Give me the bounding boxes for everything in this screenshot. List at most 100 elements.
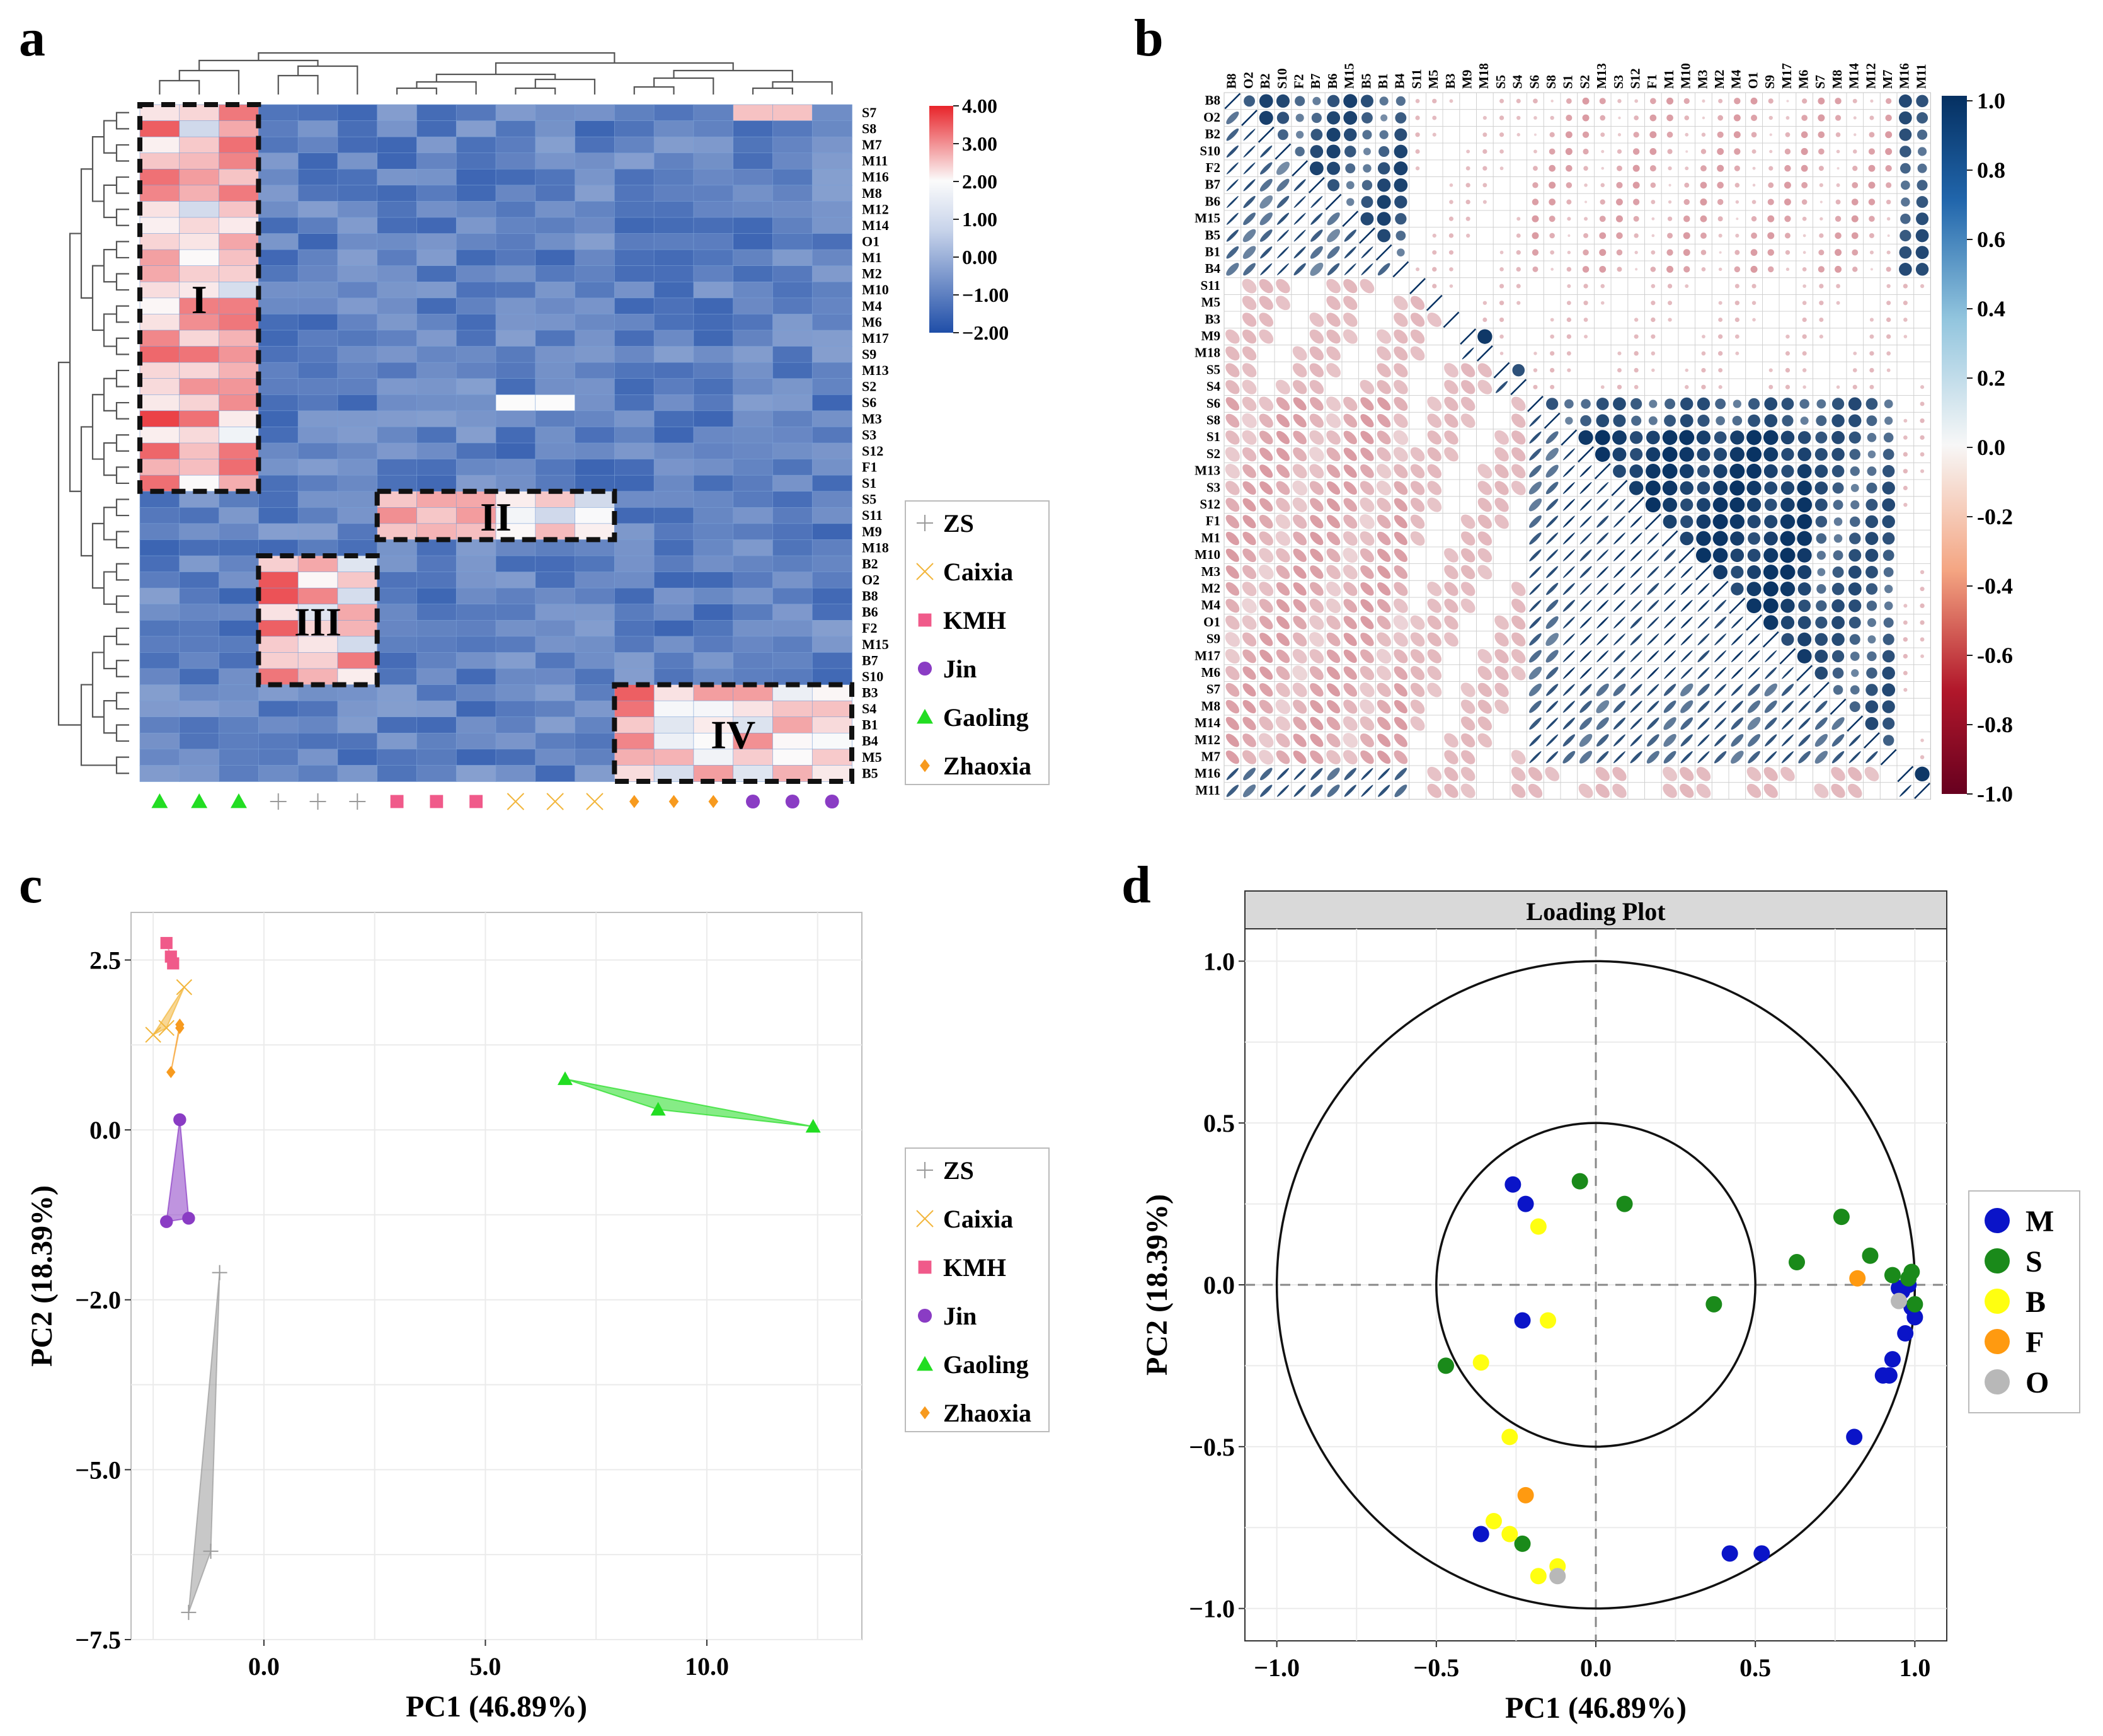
corr-ellipse <box>1427 430 1441 445</box>
corr-circle <box>1549 216 1556 222</box>
row-variable-label: M18 <box>1195 345 1220 360</box>
colorbar-tick-label: 3.00 <box>962 132 997 155</box>
dendro-link <box>80 426 93 557</box>
heat-cell <box>653 572 694 589</box>
corr-ellipse <box>1697 616 1710 629</box>
corr-ellipse <box>1579 667 1592 679</box>
heat-cell <box>179 427 220 444</box>
corr-ellipse <box>1511 582 1526 596</box>
corr-ellipse <box>1831 717 1845 730</box>
column-variable-label: O2 <box>1241 72 1256 89</box>
corr-circle <box>1617 351 1622 355</box>
corr-ellipse <box>1344 246 1356 259</box>
corr-circle <box>1362 130 1372 140</box>
heat-cell <box>535 555 576 573</box>
corr-ellipse <box>1360 514 1375 529</box>
heat-cell <box>456 459 496 476</box>
heat-cell <box>297 249 338 267</box>
corr-diagonal <box>1275 143 1292 160</box>
heat-cell <box>733 442 774 460</box>
heat-cell <box>811 523 852 541</box>
corr-ellipse <box>1276 616 1290 629</box>
corr-circle <box>1785 132 1791 137</box>
corr-circle <box>1394 144 1408 159</box>
heat-cell <box>219 378 260 396</box>
corr-ellipse <box>1460 548 1476 563</box>
corr-circle <box>1645 480 1661 496</box>
heat-cell <box>139 427 180 444</box>
corr-circle <box>1700 149 1707 154</box>
heat-cell <box>139 281 180 299</box>
corr-circle <box>1731 582 1744 595</box>
corr-circle <box>1583 233 1589 238</box>
corr-circle <box>1802 368 1807 372</box>
corr-circle <box>1634 250 1638 255</box>
corr-circle <box>1853 351 1857 355</box>
corr-ellipse <box>1226 145 1239 158</box>
corr-ellipse <box>1376 648 1392 664</box>
corr-circle <box>1837 167 1840 170</box>
heat-cell <box>258 120 299 137</box>
heat-cell <box>258 410 299 428</box>
matrix-cell <box>1913 782 1931 800</box>
corr-circle <box>1616 232 1623 239</box>
heat-cell <box>693 410 734 428</box>
corr-circle <box>1718 301 1722 305</box>
corr-circle <box>1566 301 1571 306</box>
column-variable-label: M10 <box>1678 63 1693 89</box>
corr-circle <box>1346 198 1355 206</box>
column-variable-label: M15 <box>1342 63 1357 89</box>
corr-circle <box>1915 229 1929 243</box>
heat-cell <box>416 716 457 734</box>
loading-point <box>1501 1526 1518 1543</box>
corr-ellipse <box>1477 481 1493 495</box>
corr-ellipse <box>1562 498 1575 511</box>
heat-cell <box>297 732 338 750</box>
corr-ellipse <box>1579 532 1592 545</box>
heat-cell <box>495 636 536 653</box>
heat-cell <box>575 330 616 347</box>
heat-cell <box>495 136 536 154</box>
heat-cell <box>297 265 338 283</box>
loading-point <box>1504 1176 1521 1193</box>
heat-cell <box>693 572 734 589</box>
heat-cell <box>179 330 220 347</box>
heat-cell <box>179 716 220 734</box>
corr-ellipse <box>1394 313 1408 327</box>
row-label: M5 <box>862 749 882 765</box>
heat-cell <box>535 491 576 509</box>
corr-circle <box>1533 384 1538 389</box>
heat-cell <box>653 104 694 122</box>
row-label: S1 <box>862 475 876 491</box>
y-tick-label: −1.0 <box>1189 1595 1235 1623</box>
corr-ellipse <box>1444 599 1458 613</box>
corr-circle <box>1532 249 1539 256</box>
corr-circle <box>1747 548 1761 562</box>
corr-circle <box>1814 666 1828 680</box>
dendro-link <box>115 176 129 194</box>
corr-ellipse <box>1460 598 1476 613</box>
corr-ellipse <box>1545 766 1560 781</box>
corr-ellipse <box>1326 716 1341 731</box>
corr-diagonal <box>1762 631 1779 648</box>
heat-cell <box>693 201 734 218</box>
dendro-link <box>91 265 104 331</box>
heat-cell <box>377 619 418 637</box>
corr-circle <box>1883 432 1894 443</box>
corr-ellipse <box>1460 767 1476 781</box>
heat-cell <box>614 555 655 573</box>
heat-cell <box>258 619 299 637</box>
corr-ellipse <box>1259 481 1273 495</box>
corr-diagonal <box>1796 665 1813 682</box>
heat-cell <box>377 249 418 267</box>
row-label: S9 <box>862 347 876 362</box>
row-label: M10 <box>862 282 889 297</box>
corr-ellipse <box>1225 464 1241 479</box>
corr-ellipse <box>1309 346 1324 361</box>
heat-cell <box>733 281 774 299</box>
row-variable-label: M10 <box>1195 547 1220 562</box>
corr-ellipse <box>1343 531 1358 546</box>
corr-ellipse <box>1344 229 1356 242</box>
heat-cell <box>575 281 616 299</box>
corr-circle <box>1734 183 1740 188</box>
